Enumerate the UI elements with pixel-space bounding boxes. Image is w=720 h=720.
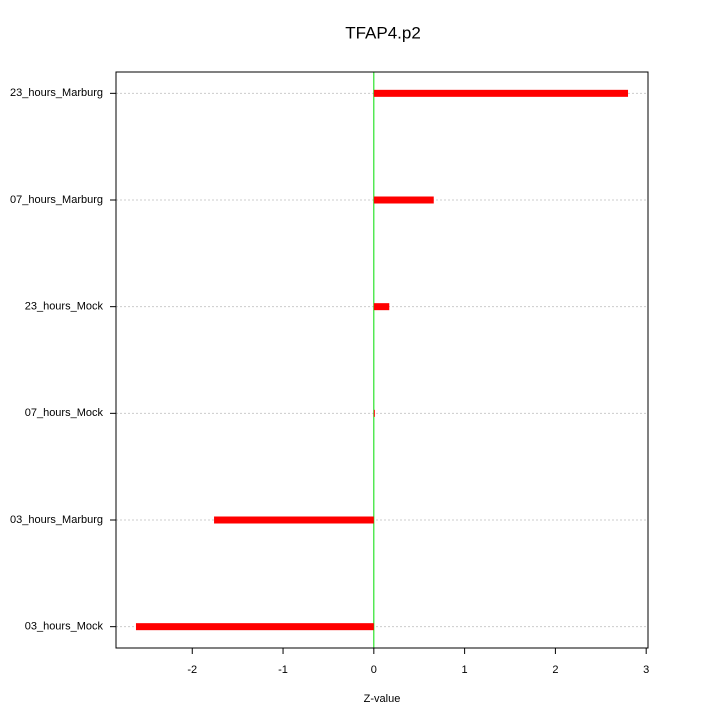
y-tick-label: 07_hours_Mock bbox=[25, 407, 104, 419]
x-tick-label: 0 bbox=[371, 664, 377, 676]
x-tick-label: -2 bbox=[187, 664, 197, 676]
x-tick-label: 2 bbox=[552, 664, 558, 676]
x-tick-label: -1 bbox=[278, 664, 288, 676]
y-tick-label: 23_hours_Mock bbox=[25, 301, 104, 313]
x-tick-label: 3 bbox=[643, 664, 649, 676]
bar bbox=[373, 303, 390, 311]
y-tick-label: 07_hours_Marburg bbox=[10, 194, 103, 206]
plot-frame bbox=[115, 71, 649, 649]
bar bbox=[135, 623, 374, 631]
y-tick-label: 03_hours_Marburg bbox=[10, 514, 103, 526]
y-tick-label: 03_hours_Mock bbox=[25, 621, 104, 633]
bar bbox=[373, 89, 629, 97]
chart-title: TFAP4.p2 bbox=[345, 23, 421, 42]
y-tick-label: 23_hours_Marburg bbox=[10, 87, 103, 99]
x-tick-label: 1 bbox=[462, 664, 468, 676]
bar bbox=[214, 516, 374, 524]
bar bbox=[373, 196, 434, 204]
bar bbox=[373, 409, 375, 417]
x-axis-label: Z-value bbox=[364, 693, 401, 705]
